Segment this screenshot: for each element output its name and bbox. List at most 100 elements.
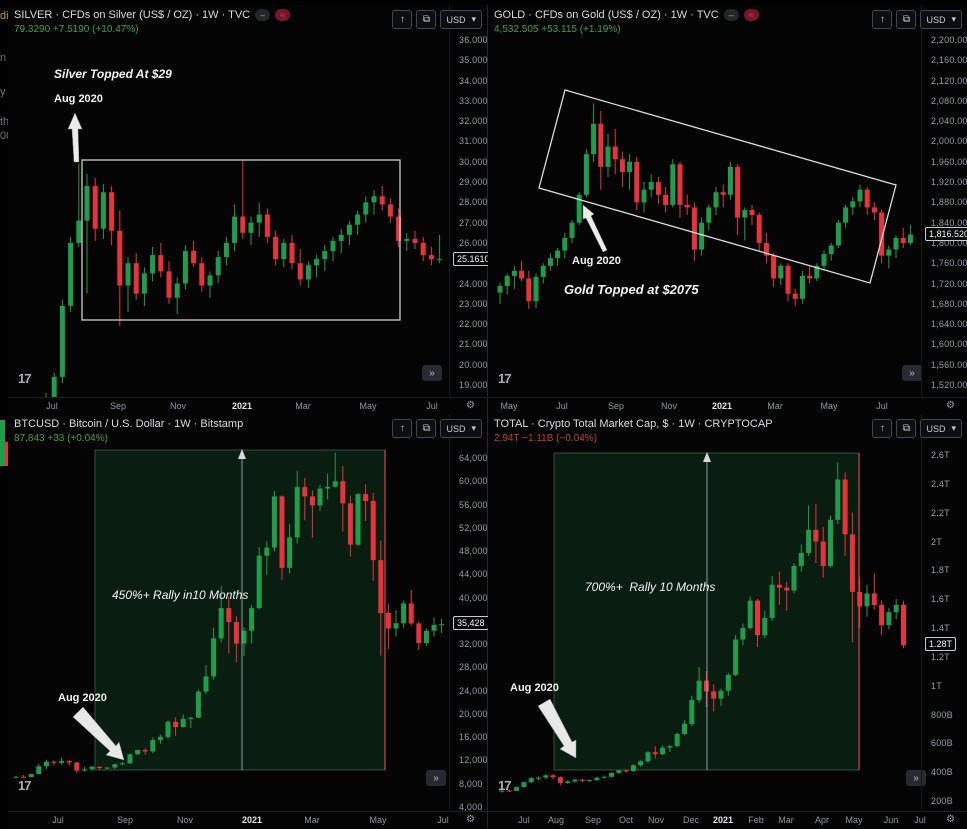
tradingview-logo[interactable]: 17 (18, 371, 32, 386)
tradingview-logo[interactable]: 17 (498, 778, 512, 793)
price-tick-label: 20.0000 (459, 359, 493, 370)
jump-to-latest-button[interactable]: » (426, 770, 446, 786)
jump-to-latest-button[interactable]: » (422, 365, 442, 381)
gear-icon[interactable]: ⚙ (466, 814, 475, 825)
chevron-down-icon: ▾ (471, 423, 476, 433)
maximize-button[interactable]: ⧉ (416, 419, 437, 438)
time-tick-label: Sep (116, 815, 133, 825)
price-tick-label: 2,120.000 (931, 75, 967, 86)
total-aug2020-annotation: Aug 2020 (510, 682, 559, 694)
silver-aug2020-annotation: Aug 2020 (54, 93, 103, 105)
time-tick-label: 2021 (711, 401, 733, 411)
currency-label: USD (446, 14, 466, 25)
btc-chart-canvas[interactable] (8, 414, 487, 828)
total-top-controls: ↑ ⧉ USD ▾ (872, 419, 962, 438)
price-tick-label: 32,000 (459, 639, 488, 650)
tradingview-logo[interactable]: 17 (18, 778, 32, 793)
silver-time-axis[interactable]: ⚙ Jul Sep Nov 2021 Mar May Jul (8, 397, 487, 414)
time-tick-label: Nov (647, 815, 664, 825)
price-tick-label: 24,000 (459, 685, 488, 696)
time-tick-label: Jun (883, 815, 899, 825)
btc-header: BTCUSD · Bitcoin / U.S. Dollar · 1W · Bi… (14, 418, 243, 444)
gear-icon[interactable]: ⚙ (466, 400, 475, 411)
maximize-button[interactable]: ⧉ (896, 419, 917, 438)
price-tick-label: 1,680.000 (931, 298, 967, 309)
gold-header: GOLD · CFDs on Gold (US$ / OZ) · 1W · TV… (494, 9, 759, 35)
wave-pill-icon[interactable]: ≈ (743, 9, 759, 21)
jump-to-latest-button[interactable]: » (902, 365, 922, 381)
arrow-up-button[interactable]: ↑ (392, 10, 413, 29)
currency-dropdown[interactable]: USD ▾ (440, 10, 482, 29)
price-tick-label: 1,520.000 (931, 380, 967, 390)
gold-price-change: 4,532.505 +53.115 (+1.19%) (494, 24, 621, 35)
total-price-axis[interactable]: 2.6T 2.4T 2.2T 2T 1.8T 1.6T 1.4T 1.2T 1T 800B 600B… (921, 414, 967, 828)
price-tick-label: 2,040.000 (931, 116, 967, 127)
price-tick-label: 60,000 (459, 476, 488, 487)
time-tick-label: Mar (778, 815, 794, 825)
silver-price-axis[interactable]: 36.0000 35.0000 34.0000 33.0000 32.0000 31.00… (449, 5, 494, 413)
price-tick-label: 1,560.000 (931, 359, 967, 370)
wave-pill-icon[interactable]: ≈ (275, 9, 291, 21)
minus-pill-icon[interactable]: – (723, 9, 739, 21)
gold-time-axis[interactable]: ⚙ May Jul Sep Nov 2021 Mar May Jul (488, 397, 967, 414)
gold-chart-canvas[interactable] (488, 5, 967, 413)
btc-symbol-title[interactable]: BTCUSD · Bitcoin / U.S. Dollar · 1W · Bi… (14, 418, 244, 430)
price-tick-label: 36.0000 (459, 35, 493, 45)
panel-silver: SILVER · CFDs on Silver (US$ / OZ) · 1W … (8, 5, 494, 414)
price-tick-label: 12,000 (459, 755, 488, 766)
time-tick-label: May (500, 401, 518, 411)
price-tick-label: 2,200.000 (931, 35, 967, 45)
price-tick-label: 24.0000 (459, 278, 493, 289)
maximize-button[interactable]: ⧉ (416, 10, 437, 29)
btc-price-axis[interactable]: 64,000 60,000 56,000 52,000 48,000 44,000 40,0… (449, 414, 489, 828)
background-candle-fragment (5, 442, 8, 466)
arrow-up-button[interactable]: ↑ (872, 419, 893, 438)
maximize-button[interactable]: ⧉ (896, 10, 917, 29)
currency-dropdown[interactable]: USD ▾ (440, 419, 482, 438)
total-symbol-title[interactable]: TOTAL · Crypto Total Market Cap, $ · 1W … (494, 418, 773, 430)
gear-icon[interactable]: ⚙ (946, 814, 955, 825)
price-tick-label: 20,000 (459, 708, 488, 719)
annotation-arrow (582, 204, 608, 253)
time-tick-label: Nov (176, 815, 193, 825)
price-tick-label: 23.0000 (459, 298, 493, 309)
minus-pill-icon[interactable]: – (255, 9, 271, 21)
gold-price-axis[interactable]: 2,200.000 2,160.000 2,120.000 2,080.000 2,04… (921, 5, 967, 413)
silver-header: SILVER · CFDs on Silver (US$ / OZ) · 1W … (14, 9, 291, 35)
price-tick-label: 48,000 (459, 546, 488, 557)
annotation-arrow (67, 112, 83, 163)
arrow-up-button[interactable]: ↑ (872, 10, 893, 29)
last-price-label: 35,428 (453, 616, 489, 631)
gear-icon[interactable]: ⚙ (946, 400, 955, 411)
chevron-down-icon: ▾ (951, 14, 956, 24)
btc-time-axis[interactable]: ⚙ Jul Sep Nov 2021 Mar May Jul (8, 811, 487, 828)
time-tick-label: Sep (584, 815, 601, 825)
arrow-up-button[interactable]: ↑ (392, 419, 413, 438)
tradingview-logo[interactable]: 17 (498, 371, 512, 386)
total-time-axis[interactable]: ⚙ Jul Aug Sep Oct Nov Dec 2021 Feb Mar Apr May Jun J… (488, 811, 967, 828)
silver-chart-canvas[interactable] (8, 5, 487, 413)
total-price-change: 2.94T −1.11B (−0.04%) (494, 433, 598, 444)
price-tick-label: 16,000 (459, 732, 488, 743)
price-tick-label: 8,000 (459, 778, 483, 789)
time-tick-label: Jul (437, 815, 449, 825)
price-tick-label: 30.0000 (459, 156, 493, 167)
currency-dropdown[interactable]: USD ▾ (920, 419, 962, 438)
price-tick-label: 19.0000 (459, 380, 493, 390)
gold-symbol-title[interactable]: GOLD · CFDs on Gold (US$ / OZ) · 1W · TV… (494, 9, 719, 21)
total-chart-canvas[interactable] (488, 414, 967, 828)
rally-measure-box (94, 449, 386, 771)
time-tick-label: Mar (295, 401, 311, 411)
silver-top-controls: ↑ ⧉ USD ▾ (392, 10, 482, 29)
time-tick-label: Oct (618, 815, 633, 825)
panel-total: TOTAL · Crypto Total Market Cap, $ · 1W … (488, 414, 967, 828)
time-tick-label: Jul (46, 401, 58, 411)
price-tick-label: 1,960.000 (931, 156, 967, 167)
time-tick-label: Feb (748, 815, 764, 825)
price-tick-label: 26.0000 (459, 237, 493, 248)
price-tick-label: 1.2T (931, 651, 950, 662)
currency-dropdown[interactable]: USD ▾ (920, 10, 962, 29)
time-tick-label: Jul (914, 815, 926, 825)
price-tick-label: 22.0000 (459, 319, 493, 330)
silver-symbol-title[interactable]: SILVER · CFDs on Silver (US$ / OZ) · 1W … (14, 9, 251, 21)
